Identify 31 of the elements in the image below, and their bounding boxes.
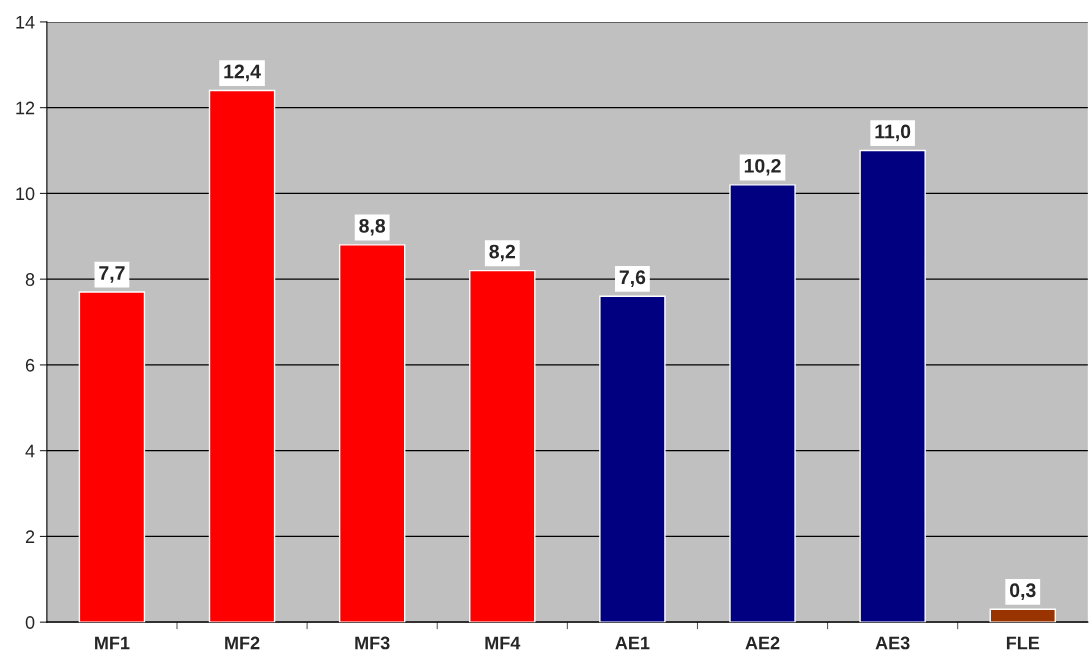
x-tick-label: AE3	[875, 636, 910, 650]
y-tick-label: 10	[16, 187, 35, 201]
bar	[859, 149, 926, 623]
x-tick-label: MF2	[225, 636, 260, 650]
y-tick-label: 2	[25, 530, 35, 543]
data-label: 8,2	[489, 244, 516, 262]
x-tick-label: FLE	[1006, 636, 1040, 650]
data-label: 7,7	[99, 266, 125, 283]
data-label: 10,2	[744, 158, 781, 176]
y-tick-label: 8	[25, 273, 35, 286]
x-tick-label: AE2	[745, 636, 780, 650]
y-tick-label: 0	[25, 616, 35, 629]
x-tick-label: MF3	[355, 636, 390, 650]
bar	[338, 244, 406, 623]
x-tick-label: AE1	[615, 636, 650, 650]
data-label: 12,4	[224, 64, 261, 82]
y-tick-label: 12	[16, 101, 35, 115]
x-tick-label: MF4	[485, 636, 521, 650]
bar	[729, 184, 796, 623]
data-label: 11,0	[875, 124, 911, 142]
y-tick-label: 4	[25, 444, 35, 458]
y-tick-label: 6	[25, 358, 35, 372]
data-label: 7,6	[619, 270, 646, 287]
bar	[78, 291, 146, 623]
bar	[989, 608, 1056, 623]
bar	[599, 295, 666, 623]
data-label: 8,8	[359, 218, 386, 236]
data-label: 0,3	[1010, 583, 1036, 600]
bar	[208, 89, 276, 623]
y-tick-label: 14	[16, 16, 35, 29]
x-tick-label: MF1	[95, 636, 130, 650]
